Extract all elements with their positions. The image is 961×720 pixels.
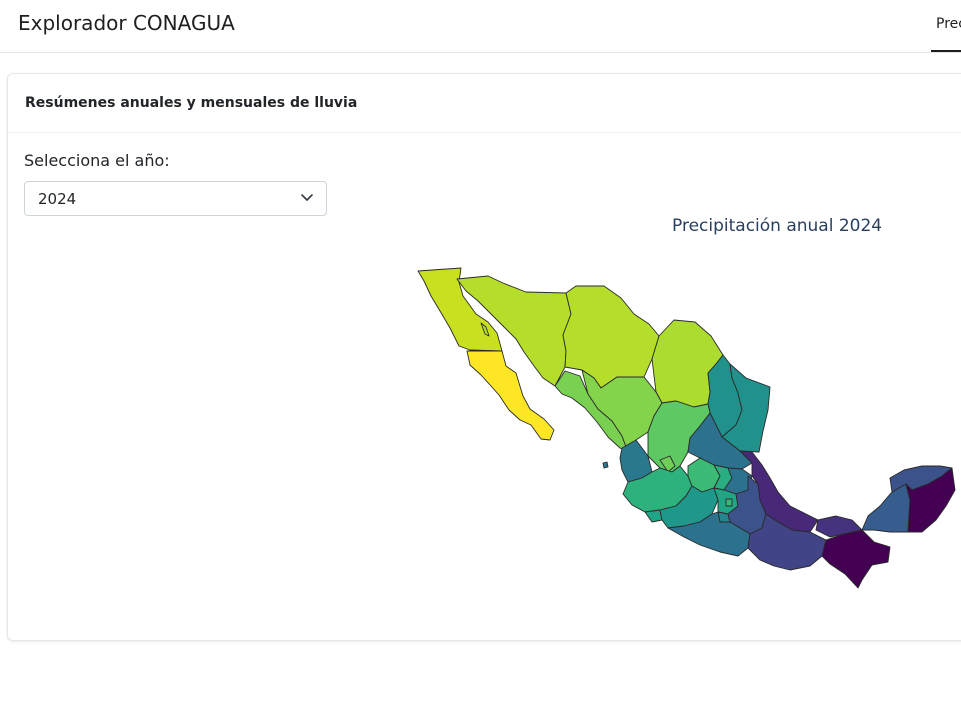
state-baja-california-sur[interactable] <box>466 350 555 441</box>
map-title: Precipitación anual 2024 <box>672 216 883 236</box>
tab-precipitacion[interactable]: Precipitación <box>931 0 961 52</box>
state-aguascalientes[interactable] <box>659 455 676 473</box>
year-select[interactable]: 2024 <box>24 181 327 216</box>
state-colima[interactable] <box>644 509 663 523</box>
top-navbar: Explorador CONAGUA Precipitación <box>0 0 961 53</box>
card-header: Resúmenes anuales y mensuales de lluvia <box>8 74 961 133</box>
year-select-label: Selecciona el año: <box>24 151 170 170</box>
state-quintana-roo[interactable] <box>905 467 956 533</box>
state-islas-marias[interactable] <box>602 461 609 469</box>
chevron-down-icon <box>301 194 313 201</box>
state-guerrero[interactable] <box>667 511 751 557</box>
year-select-value: 2024 <box>38 190 77 208</box>
app-title: Explorador CONAGUA <box>18 11 235 35</box>
state-isla-tiburon[interactable] <box>480 322 490 337</box>
state-chihuahua[interactable] <box>562 285 660 389</box>
tab-precipitacion-label: Precipitación <box>936 16 961 32</box>
state-chiapas[interactable] <box>821 529 891 589</box>
state-campeche[interactable] <box>861 483 911 533</box>
state-ciudad-de-mexico[interactable] <box>725 498 733 507</box>
card-title: Resúmenes anuales y mensuales de lluvia <box>25 95 358 111</box>
